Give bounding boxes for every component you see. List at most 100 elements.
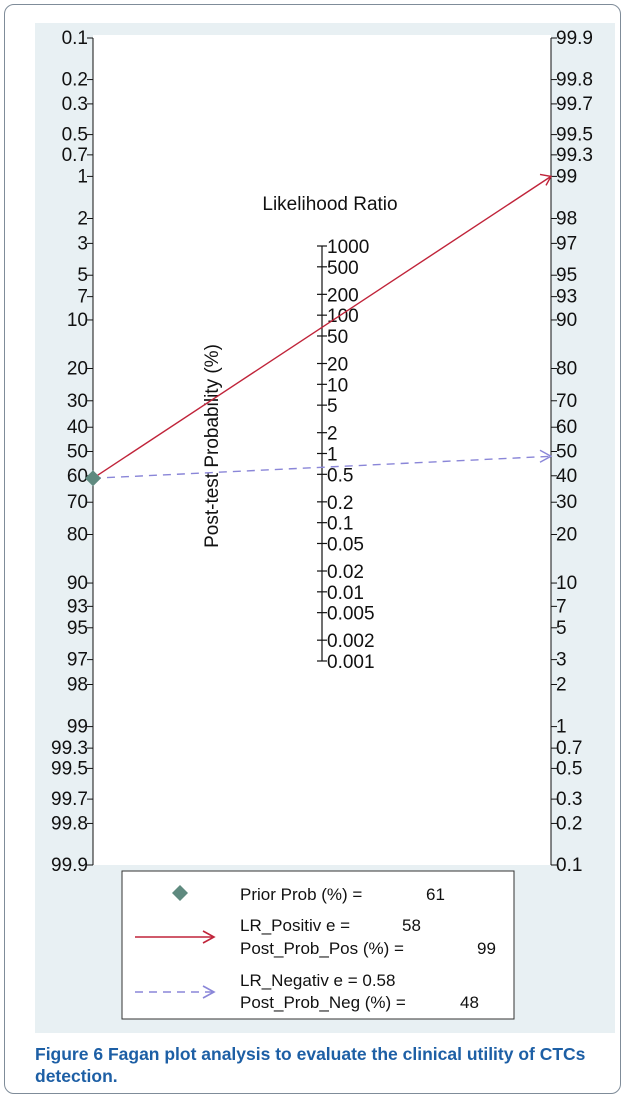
lr-tick-label: 0.1 (327, 514, 353, 535)
positive-lr-line (92, 175, 552, 479)
right-tick-label: 97 (556, 233, 577, 254)
lr-tick-label: 5 (327, 396, 338, 417)
left-tick-label: 2 (77, 209, 88, 230)
lr-tick-label: 0.001 (327, 652, 375, 673)
right-tick-label: 10 (556, 573, 577, 594)
right-tick-label: 3 (556, 650, 567, 671)
left-tick-label: 99.8 (51, 813, 88, 834)
right-tick-label: 99.7 (556, 94, 593, 115)
left-tick-label: 10 (67, 310, 88, 331)
likelihood-ratio-axis: 10005002001005020105210.50.20.10.050.020… (317, 237, 375, 673)
lr-tick-label: 1000 (327, 237, 369, 258)
left-tick-label: 99.7 (51, 789, 88, 810)
lr-tick-label: 1 (327, 445, 338, 466)
left-tick-label: 99.9 (51, 855, 88, 876)
legend-box (121, 870, 515, 1020)
left-axis-title: Post-test Probability (%) (202, 344, 223, 548)
right-tick-label: 0.1 (556, 855, 582, 876)
lr-tick-label: 2 (327, 424, 338, 445)
left-tick-label: 90 (67, 573, 88, 594)
right-tick-label: 2 (556, 674, 567, 695)
left-tick-label: 97 (67, 650, 88, 671)
right-tick-label: 99 (556, 166, 577, 187)
legend-pos-value1: 58 (402, 916, 421, 935)
legend-prior-label: Prior Prob (%) = (240, 885, 362, 904)
legend-pos-line1: LR_Positiv e = (240, 916, 350, 935)
left-tick-label: 99.3 (51, 738, 88, 759)
left-tick-label: 99.5 (51, 758, 88, 779)
left-tick-label: 80 (67, 524, 88, 545)
lr-tick-label: 50 (327, 327, 348, 348)
left-tick-label: 70 (67, 492, 88, 513)
right-tick-label: 0.3 (556, 789, 582, 810)
right-tick-label: 90 (556, 310, 577, 331)
right-tick-label: 0.7 (556, 738, 582, 759)
right-tick-label: 7 (556, 596, 567, 617)
right-tick-label: 80 (556, 359, 577, 380)
left-tick-label: 0.7 (62, 145, 88, 166)
prior-probability-marker (85, 470, 101, 487)
lr-tick-label: 100 (327, 306, 359, 327)
caption-label: Figure 6 (35, 1044, 104, 1064)
left-tick-label: 1 (77, 166, 88, 187)
lr-tick-label: 0.005 (327, 604, 375, 625)
caption-text: Fagan plot analysis to evaluate the clin… (35, 1044, 586, 1086)
legend-neg-line2: Post_Prob_Neg (%) = (240, 993, 406, 1012)
left-tick-label: 0.3 (62, 94, 88, 115)
lr-tick-label: 0.01 (327, 583, 364, 604)
legend-prior-value: 61 (426, 885, 445, 904)
lr-tick-label: 500 (327, 258, 359, 279)
legend-neg-line1: LR_Negativ e = 0.58 (240, 971, 395, 990)
right-tick-label: 40 (556, 466, 577, 487)
left-tick-label: 98 (67, 674, 88, 695)
legend-pos-line2: Post_Prob_Pos (%) = (240, 939, 404, 958)
right-tick-label: 98 (556, 209, 577, 230)
right-tick-label: 99.3 (556, 145, 593, 166)
positive-arrowhead (539, 173, 553, 186)
negative-lr-line (92, 455, 552, 479)
figure-caption: Figure 6 Fagan plot analysis to evaluate… (35, 1043, 615, 1087)
lr-tick-label: 10 (327, 375, 348, 396)
left-tick-label: 3 (77, 233, 88, 254)
lr-tick-label: 0.2 (327, 493, 353, 514)
figure-frame: 0.1 0.2 0.3 0.5 0.7 1 2 3 5 7 10 20 30 40 50 60 70 80 90 93… (4, 4, 621, 1094)
lr-tick-label: 20 (327, 355, 348, 376)
lr-axis-title: Likelihood Ratio (262, 194, 397, 215)
left-tick-label: 99 (67, 717, 88, 738)
lr-tick-label: 0.5 (327, 465, 353, 486)
right-tick-label: 93 (556, 287, 577, 308)
left-tick-label: 95 (67, 618, 88, 639)
right-tick-label: 99.9 (556, 28, 593, 49)
right-tick-label: 0.2 (556, 813, 582, 834)
left-tick-label: 50 (67, 442, 88, 463)
lr-tick-label: 0.002 (327, 631, 375, 652)
left-tick-label: 40 (67, 417, 88, 438)
left-tick-label: 0.5 (62, 125, 88, 146)
lr-tick-label: 200 (327, 285, 359, 306)
left-tick-label: 5 (77, 265, 88, 286)
fagan-nomogram: 0.10.20.30.50.71235710203040506070809093… (35, 23, 615, 1033)
right-probability-axis: 99.999.899.799.599.399989795939080706050… (550, 28, 593, 876)
right-tick-label: 99.5 (556, 125, 593, 146)
lr-tick-label: 0.05 (327, 534, 364, 555)
left-tick-label: 20 (67, 359, 88, 380)
left-tick-label: 0.1 (62, 28, 88, 49)
right-tick-label: 1 (556, 717, 567, 738)
probability-lines (85, 173, 553, 487)
right-tick-label: 5 (556, 618, 567, 639)
legend-pos-value2: 99 (477, 939, 496, 958)
lr-tick-label: 0.02 (327, 562, 364, 583)
right-tick-label: 95 (556, 265, 577, 286)
right-tick-label: 30 (556, 492, 577, 513)
left-tick-label: 30 (67, 391, 88, 412)
legend-neg-value2: 48 (460, 993, 479, 1012)
left-tick-label: 93 (67, 596, 88, 617)
left-tick-label: 7 (77, 287, 88, 308)
right-tick-label: 99.8 (556, 70, 593, 91)
right-tick-label: 70 (556, 391, 577, 412)
legend-prior-marker (172, 885, 188, 901)
legend: Prior Prob (%) = 61 LR_Positiv e = 58 Po… (121, 870, 515, 1020)
right-tick-label: 60 (556, 417, 577, 438)
right-tick-label: 50 (556, 442, 577, 463)
